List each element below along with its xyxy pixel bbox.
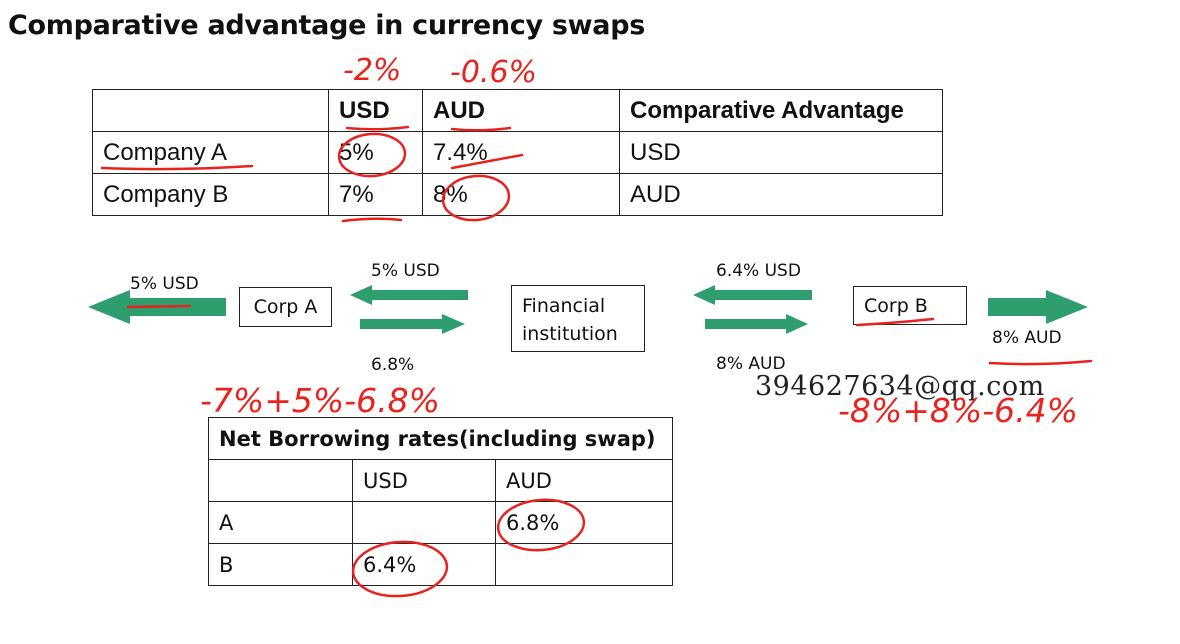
financial-institution-box: Financial institution	[511, 285, 645, 352]
table-title-row: Net Borrowing rates(including swap)	[208, 417, 673, 460]
a-fi-top-label: 5% USD	[371, 261, 440, 281]
advantage: AUD	[619, 173, 943, 216]
net-borrowing-table: Net Borrowing rates(including swap) USD …	[208, 417, 673, 586]
page-title: Comparative advantage in currency swaps	[8, 10, 646, 41]
table-header-row: USD AUD	[208, 459, 673, 502]
watermark: 394627634@qq.com	[755, 371, 1045, 402]
usd-rate: 7%	[328, 173, 423, 216]
net-borrowing-title: Net Borrowing rates(including swap)	[208, 417, 673, 460]
header-aud: AUD	[422, 89, 620, 132]
fi-label-line1: Financial	[522, 295, 606, 317]
underline-aud	[450, 126, 512, 132]
corp-b-box: Corp B	[853, 286, 967, 325]
header-aud: AUD	[495, 459, 673, 502]
underline-usd	[345, 125, 410, 131]
circle-5pct	[337, 132, 407, 178]
note-calc-b: -8%+8%-6.4%	[838, 391, 1078, 430]
corp-a-box: Corp A	[239, 287, 332, 327]
corp-b-label: Corp B	[864, 295, 928, 317]
handwritten-notes: -2% -0.6% -7%+5%-6.8% -8%+8%-6.4%	[200, 53, 1078, 430]
row-label: Company B	[92, 173, 329, 216]
arrow-fi-to-b	[705, 314, 808, 334]
underline-corp-b	[855, 317, 935, 327]
left-out-label: 5% USD	[130, 274, 199, 294]
table-row: B 6.4%	[208, 543, 673, 586]
row-label: B	[208, 543, 353, 586]
underline-b-usd	[341, 217, 403, 223]
header-usd: USD	[352, 459, 496, 502]
a-fi-bottom-label: 6.8%	[371, 355, 415, 375]
usd-net	[352, 501, 496, 544]
header-empty	[92, 89, 329, 132]
row-label: A	[208, 501, 353, 544]
fi-b-top-label: 6.4% USD	[716, 261, 801, 281]
corp-a-label: Corp A	[253, 296, 318, 318]
ink-marks	[100, 125, 1093, 598]
table-row: Company B 7% 8% AUD	[92, 173, 943, 216]
arrow-b-to-fi	[693, 285, 812, 305]
usd-net: 6.4%	[352, 543, 496, 586]
right-out-label: 8% AUD	[992, 328, 1062, 348]
underline-74	[450, 153, 524, 170]
aud-net: 6.8%	[495, 501, 673, 544]
circle-64pct	[351, 540, 449, 598]
underline-8aud	[988, 359, 1093, 366]
arrow-a-to-fi	[360, 314, 465, 334]
flow-arrows	[88, 285, 1088, 334]
note-above-aud: -0.6%	[450, 55, 537, 90]
table-row: A 6.8%	[208, 501, 673, 544]
arrow-right-out	[988, 290, 1088, 324]
underline-company-a	[100, 164, 254, 171]
underline-left-usd	[126, 304, 192, 309]
note-above-usd: -2%	[343, 53, 401, 88]
header-usd: USD	[328, 89, 423, 132]
note-calc-a: -7%+5%-6.8%	[200, 381, 440, 420]
aud-rate: 8%	[422, 173, 620, 216]
fi-b-bottom-label: 8% AUD	[716, 354, 786, 374]
circle-8pct	[441, 174, 511, 222]
fi-label-line2: institution	[522, 323, 618, 345]
circle-68pct	[496, 498, 586, 552]
arrow-fi-to-a	[350, 285, 468, 305]
